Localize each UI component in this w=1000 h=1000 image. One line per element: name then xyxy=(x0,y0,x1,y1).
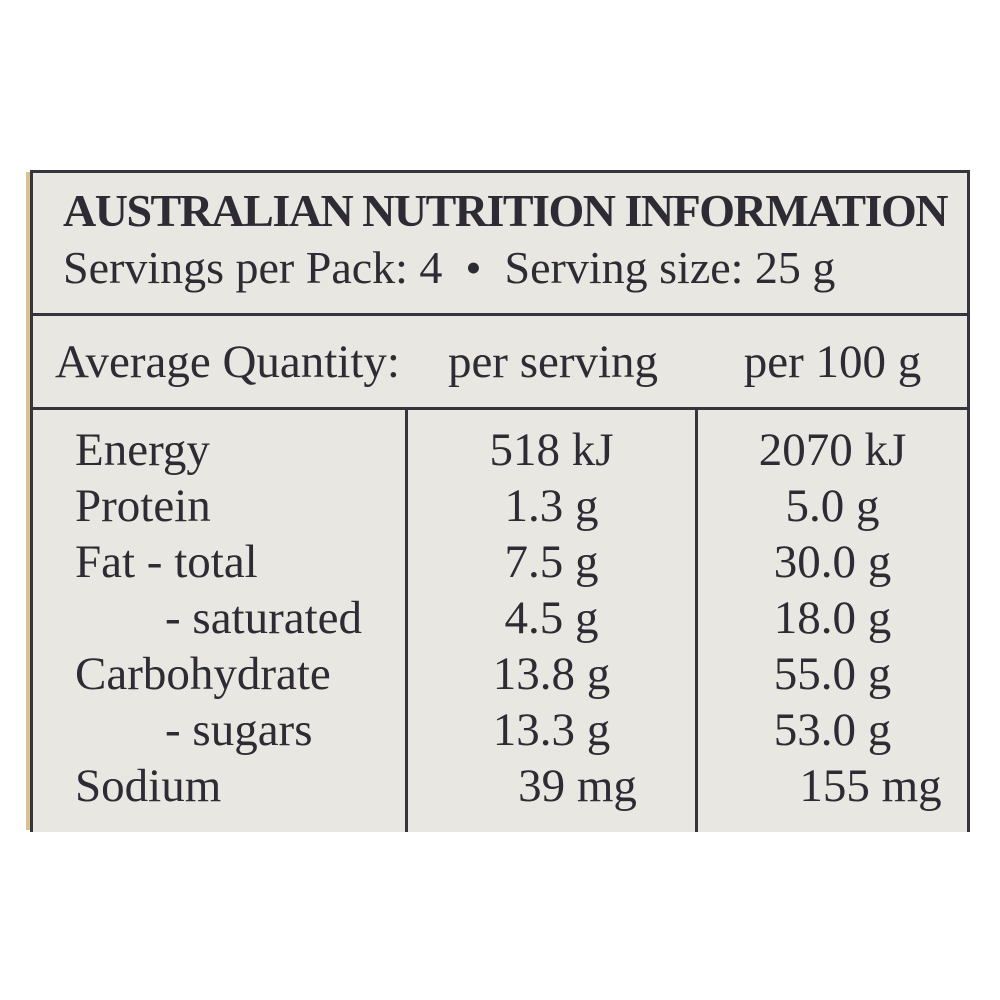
nutrition-label: AUSTRALIAN NUTRITION INFORMATION Serving… xyxy=(30,170,970,832)
column-header-row: Average Quantity: per serving per 100 g xyxy=(33,316,967,407)
per-serving-value: 13.3 g xyxy=(492,704,611,756)
per-serving-value: 4.5 g xyxy=(504,592,599,644)
nutrient-name: Sodium xyxy=(75,760,222,812)
per-serving-value: 39 mg xyxy=(518,760,637,812)
servings-line: Servings per Pack: 4 • Serving size: 25 … xyxy=(63,242,836,293)
nutrient-name: Carbohydrate xyxy=(75,648,331,700)
horizontal-divider-1 xyxy=(33,313,967,316)
per-100g-column: 2070 kJ 5.0 g 30.0 g 18.0 g 55.0 g 53.0 … xyxy=(698,410,967,832)
per-100g-header: per 100 g xyxy=(743,335,922,388)
nutrient-name-column: Energy Protein Fat - total - saturated C… xyxy=(33,410,408,832)
per-serving-column: 518 kJ 1.3 g 7.5 g 4.5 g 13.8 g 13.3 g 3… xyxy=(408,410,698,832)
per-serving-header: per serving xyxy=(447,335,659,388)
horizontal-divider-2 xyxy=(33,407,967,410)
label-header: AUSTRALIAN NUTRITION INFORMATION Serving… xyxy=(33,173,967,313)
per-100g-value: 30.0 g xyxy=(773,536,892,588)
nutrition-table: Energy Protein Fat - total - saturated C… xyxy=(33,410,967,832)
per-100g-value: 155 mg xyxy=(799,760,942,812)
per-serving-value: 13.8 g xyxy=(492,648,611,700)
nutrient-name: Protein xyxy=(75,480,211,532)
average-quantity-header: Average Quantity: xyxy=(55,335,400,388)
label-title: AUSTRALIAN NUTRITION INFORMATION xyxy=(63,185,949,236)
per-serving-value: 518 kJ xyxy=(489,424,614,476)
nutrient-name: - sugars xyxy=(165,704,313,756)
per-serving-value: 7.5 g xyxy=(504,536,599,588)
per-100g-value: 55.0 g xyxy=(773,648,892,700)
per-100g-value: 53.0 g xyxy=(773,704,892,756)
nutrient-name: Energy xyxy=(75,424,210,476)
per-100g-value: 2070 kJ xyxy=(758,424,907,476)
nutrient-name: - saturated xyxy=(165,592,363,644)
per-100g-value: 5.0 g xyxy=(785,480,880,532)
per-serving-value: 1.3 g xyxy=(504,480,599,532)
nutrient-name: Fat - total xyxy=(75,536,258,588)
photo-left-edge xyxy=(26,172,30,830)
per-100g-value: 18.0 g xyxy=(773,592,892,644)
